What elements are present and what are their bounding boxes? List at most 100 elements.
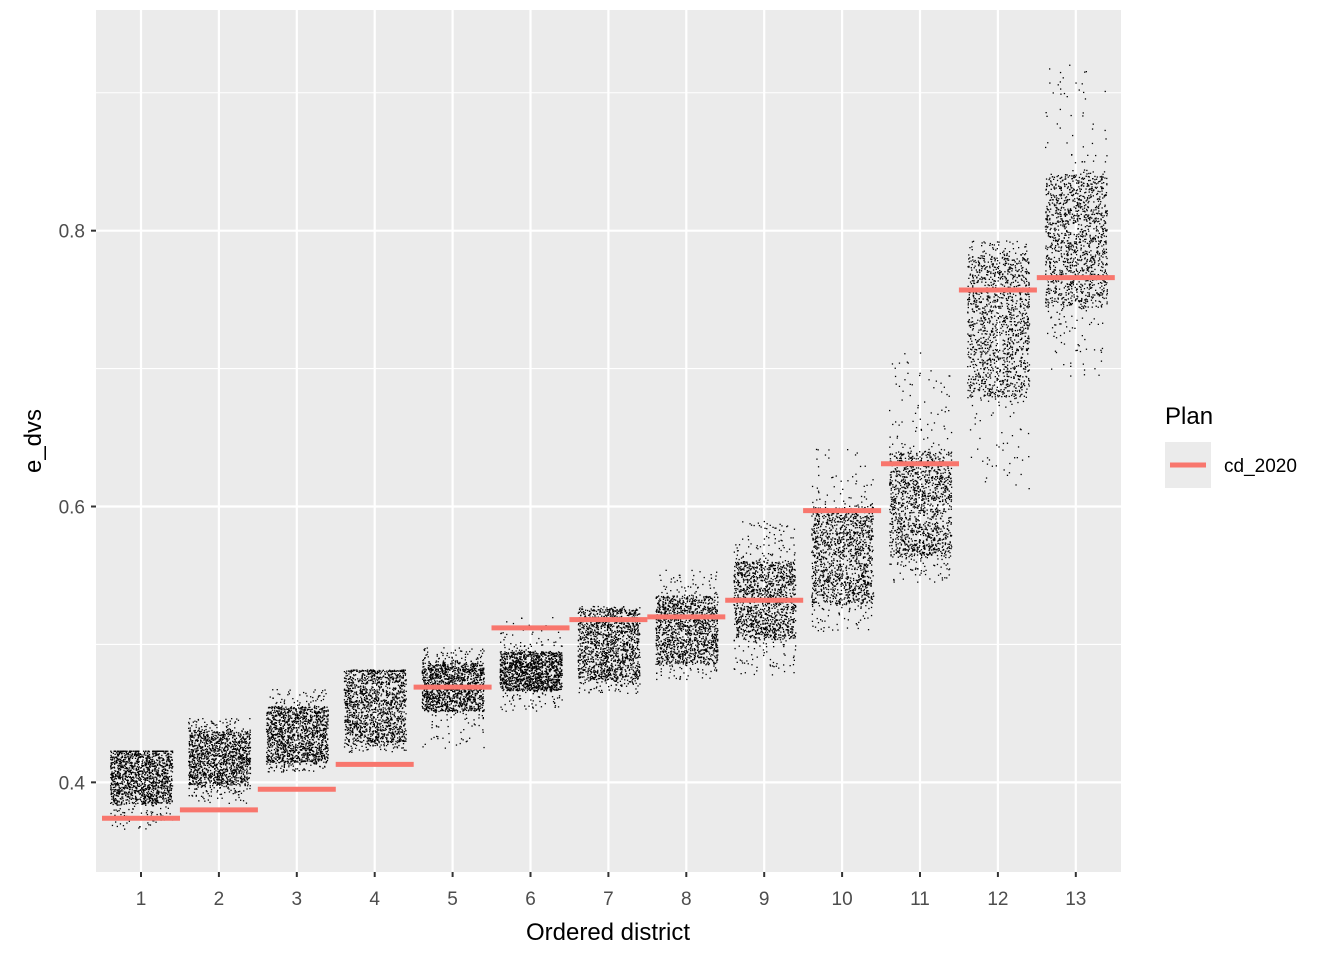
point xyxy=(395,696,398,698)
point xyxy=(235,751,237,754)
point xyxy=(196,782,198,784)
point xyxy=(249,785,251,787)
point xyxy=(347,728,350,731)
point xyxy=(144,762,147,764)
point xyxy=(402,690,404,693)
point xyxy=(138,753,140,756)
point xyxy=(163,778,166,780)
point xyxy=(356,721,358,724)
point xyxy=(113,763,116,765)
point xyxy=(116,784,118,786)
point xyxy=(297,756,299,758)
point xyxy=(290,751,292,753)
point xyxy=(119,775,121,778)
point xyxy=(248,735,250,737)
point xyxy=(159,774,161,777)
point xyxy=(112,762,114,764)
point xyxy=(354,674,357,676)
point xyxy=(318,731,321,733)
point xyxy=(122,796,124,798)
point xyxy=(111,778,113,780)
point xyxy=(132,776,134,778)
point xyxy=(196,740,199,742)
point xyxy=(281,758,283,760)
point xyxy=(309,751,311,753)
point xyxy=(276,734,278,736)
point xyxy=(404,672,406,674)
point xyxy=(291,760,293,762)
point xyxy=(202,792,204,794)
point xyxy=(323,710,325,712)
point xyxy=(284,760,287,763)
point xyxy=(123,812,126,814)
point xyxy=(165,776,167,778)
point xyxy=(369,719,371,721)
point xyxy=(289,735,291,737)
point xyxy=(141,775,143,778)
point xyxy=(280,748,282,750)
point xyxy=(308,734,310,736)
point xyxy=(348,719,350,722)
point xyxy=(152,805,154,807)
point xyxy=(221,751,223,754)
point xyxy=(372,731,374,733)
point xyxy=(224,791,226,794)
point xyxy=(125,754,127,756)
point xyxy=(231,773,233,775)
point xyxy=(237,732,240,734)
point xyxy=(282,756,284,759)
point xyxy=(324,710,326,712)
point xyxy=(322,690,324,692)
point xyxy=(307,713,309,715)
point xyxy=(216,732,218,734)
point xyxy=(241,761,243,764)
point xyxy=(130,779,132,781)
point xyxy=(241,782,243,784)
point xyxy=(211,722,213,724)
point xyxy=(117,769,120,771)
point xyxy=(206,756,208,758)
point xyxy=(358,681,360,683)
point xyxy=(132,750,134,752)
point xyxy=(116,810,119,812)
point xyxy=(156,752,158,754)
point xyxy=(364,674,366,676)
point xyxy=(130,794,133,796)
point xyxy=(189,775,192,778)
point xyxy=(242,736,244,738)
point xyxy=(121,796,123,798)
point xyxy=(232,756,234,758)
point xyxy=(208,766,210,769)
point xyxy=(120,766,122,768)
point xyxy=(225,785,227,788)
point xyxy=(241,759,243,761)
point xyxy=(215,781,217,783)
point xyxy=(381,720,383,723)
point xyxy=(288,726,290,729)
point xyxy=(214,776,216,779)
point xyxy=(234,762,236,764)
point xyxy=(286,754,288,756)
point xyxy=(138,766,140,768)
point xyxy=(223,758,226,761)
point xyxy=(218,755,220,757)
point xyxy=(361,691,363,693)
point xyxy=(320,729,322,732)
point xyxy=(225,780,227,782)
point xyxy=(219,779,221,781)
point xyxy=(321,744,324,746)
point xyxy=(191,754,193,756)
point xyxy=(155,771,157,773)
point xyxy=(125,787,127,789)
point xyxy=(373,711,375,713)
point xyxy=(199,731,201,733)
point xyxy=(115,756,117,758)
point-cloud-district-1 xyxy=(110,750,174,830)
point xyxy=(362,673,364,675)
point xyxy=(232,745,234,748)
point xyxy=(380,708,382,710)
point xyxy=(314,689,316,691)
point xyxy=(366,678,369,680)
point xyxy=(145,787,147,790)
point xyxy=(117,792,119,795)
